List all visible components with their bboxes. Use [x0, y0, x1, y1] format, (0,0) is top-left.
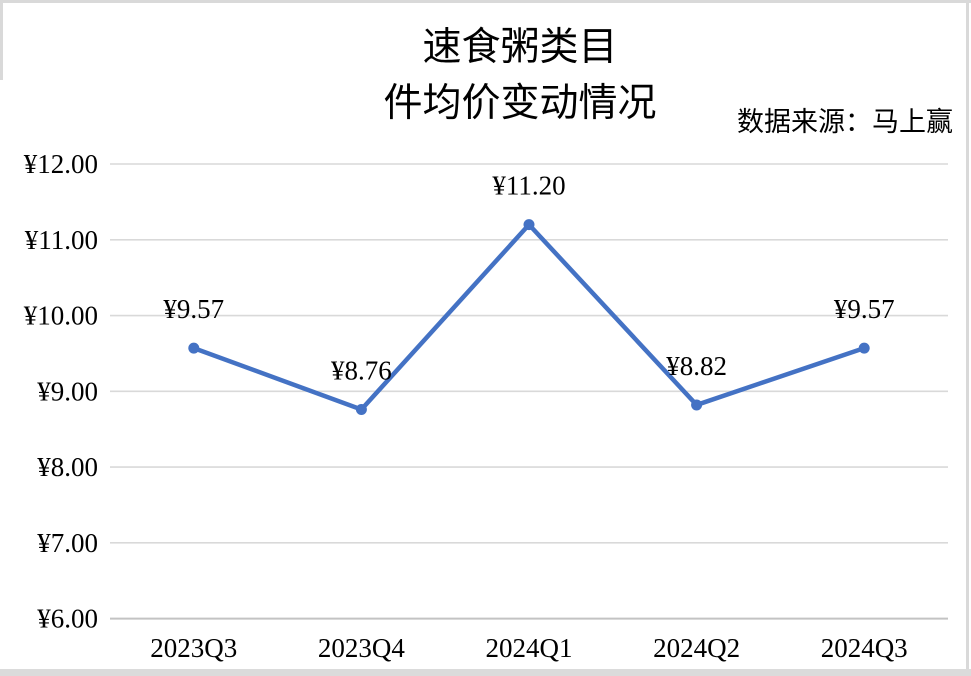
x-axis-tick-label: 2024Q3 [821, 633, 908, 663]
y-axis-tick-label: ¥8.00 [37, 452, 98, 482]
data-point-label: ¥9.57 [834, 294, 895, 324]
chart-title-line1: 速食粥类目 [422, 26, 618, 69]
right-border-line [966, 0, 969, 669]
chart-title: 速食粥类目 件均价变动情况 [290, 20, 750, 132]
top-border-line [0, 0, 971, 3]
y-axis-tick-label: ¥9.00 [37, 376, 98, 406]
data-point-marker [858, 342, 870, 354]
y-axis-tick-label: ¥7.00 [37, 528, 98, 558]
data-point-label: ¥8.82 [666, 351, 727, 381]
data-point-marker [188, 342, 200, 354]
data-point-label: ¥9.57 [163, 294, 224, 324]
data-point-marker [355, 403, 367, 415]
bottom-border-bar [0, 669, 971, 676]
series-line [191, 222, 867, 412]
data-point-label: ¥8.76 [331, 355, 392, 385]
data-source-note: 数据来源：马上赢 [737, 107, 953, 137]
x-axis-tick-label: 2023Q3 [150, 633, 237, 663]
y-axis-tick-label: ¥6.00 [37, 604, 98, 634]
x-axis-tick-label: 2024Q1 [486, 633, 573, 663]
data-point-marker [523, 219, 535, 231]
x-axis-tick-label: 2024Q2 [653, 633, 740, 663]
data-point-marker [691, 399, 703, 411]
y-axis-tick-label: ¥11.00 [25, 225, 98, 255]
y-axis-tick-label: ¥10.00 [24, 301, 98, 331]
data-point-label: ¥11.20 [492, 171, 565, 201]
left-border-line [0, 0, 3, 80]
x-axis-tick-label: 2023Q4 [318, 633, 405, 663]
chart-title-line2: 件均价变动情况 [383, 82, 657, 125]
y-axis-tick-label: ¥12.00 [24, 149, 98, 179]
